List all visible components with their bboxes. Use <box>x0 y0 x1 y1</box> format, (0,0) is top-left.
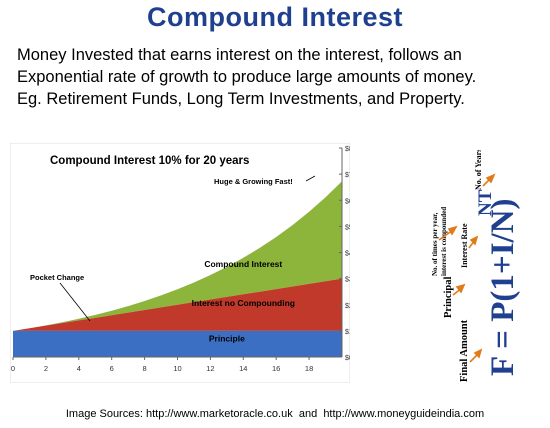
image-sources: Image Sources: http://www.marketoracle.c… <box>0 408 550 420</box>
area-compound-interest <box>13 181 342 331</box>
annotation-pocket-change: Pocket Change <box>30 273 84 282</box>
chart-svg: $0 $1,000 $2,000 $3,000 $4,000 $5,000 $6,000 $7… <box>10 143 350 383</box>
y-tick-label: $5,000 <box>345 224 350 231</box>
x-tick-label: 16 <box>272 364 280 373</box>
source-link-2[interactable]: http://www.moneyguideindia.com <box>323 408 485 420</box>
label-times-line: No. of times per year, <box>431 212 439 276</box>
label-times-per-year: No. of times per year, interest is compo… <box>431 207 448 276</box>
sources-joiner: and <box>298 408 318 420</box>
y-tick-label: $8,000 <box>345 146 350 153</box>
arrow-head <box>473 348 483 359</box>
arrow-head <box>469 235 479 246</box>
y-tick-label: $0 <box>345 355 350 362</box>
formula-panel: F = P(1+I/N) NT Final Amount Principal I… <box>395 150 545 382</box>
label-times-line: interest is compounded <box>440 207 448 276</box>
label-final-amount: Final Amount <box>459 319 470 382</box>
sources-label: Image Sources: <box>65 408 143 420</box>
y-tick-label: $2,000 <box>345 303 350 310</box>
arrow-head <box>455 283 466 294</box>
label-interest-no-compounding: Interest no Compounding <box>192 298 295 308</box>
page-title: Compound Interest <box>147 2 403 32</box>
description-line: Money Invested that earns interest on th… <box>17 46 462 64</box>
x-tick-label: 10 <box>173 364 181 373</box>
annotation-arrow <box>59 282 91 322</box>
y-tick-label: $4,000 <box>345 251 350 258</box>
x-tick-label: 18 <box>305 364 313 373</box>
description: Money Invested that earns interest on th… <box>17 44 542 110</box>
y-tick-label: $7,000 <box>345 172 350 179</box>
area-interest-no-compounding <box>13 278 342 331</box>
formula-exponent: NT <box>475 189 496 216</box>
annotation-huge-growing: Huge & Growing Fast! <box>214 177 293 186</box>
y-tick-label: $6,000 <box>345 198 350 205</box>
formula-text: F = P(1+I/N) <box>485 198 521 376</box>
x-tick-label: 8 <box>143 364 147 373</box>
y-tick-label: $1,000 <box>345 329 350 336</box>
label-principle: Principle <box>209 333 245 343</box>
compound-interest-chart: $0 $1,000 $2,000 $3,000 $4,000 $5,000 $6,000 $7… <box>10 143 350 383</box>
label-principal: Principal <box>443 277 454 318</box>
x-tick-label: 14 <box>239 364 247 373</box>
x-tick-label: 4 <box>77 364 81 373</box>
arrow-head <box>447 225 458 236</box>
description-line: Eg. Retirement Funds, Long Term Investme… <box>17 90 465 108</box>
label-compound-interest: Compound Interest <box>204 259 282 269</box>
label-interest-rate: Interest Rate <box>460 223 469 268</box>
label-years: No. of Years <box>474 150 483 190</box>
arrow-head <box>485 173 496 184</box>
description-line: Exponential rate of growth to produce la… <box>17 68 477 86</box>
formula-svg: F = P(1+I/N) NT Final Amount Principal I… <box>431 150 521 382</box>
x-tick-label: 2 <box>44 364 48 373</box>
y-tick-label: $3,000 <box>345 277 350 284</box>
annotation-arrow <box>305 175 316 182</box>
chart-title: Compound Interest 10% for 20 years <box>50 155 249 167</box>
x-tick-label: 6 <box>110 364 114 373</box>
source-link-1[interactable]: http://www.marketoracle.co.uk <box>145 408 293 420</box>
x-tick-label: 12 <box>206 364 214 373</box>
area-principle <box>13 330 342 357</box>
x-tick-label: 0 <box>11 364 15 373</box>
